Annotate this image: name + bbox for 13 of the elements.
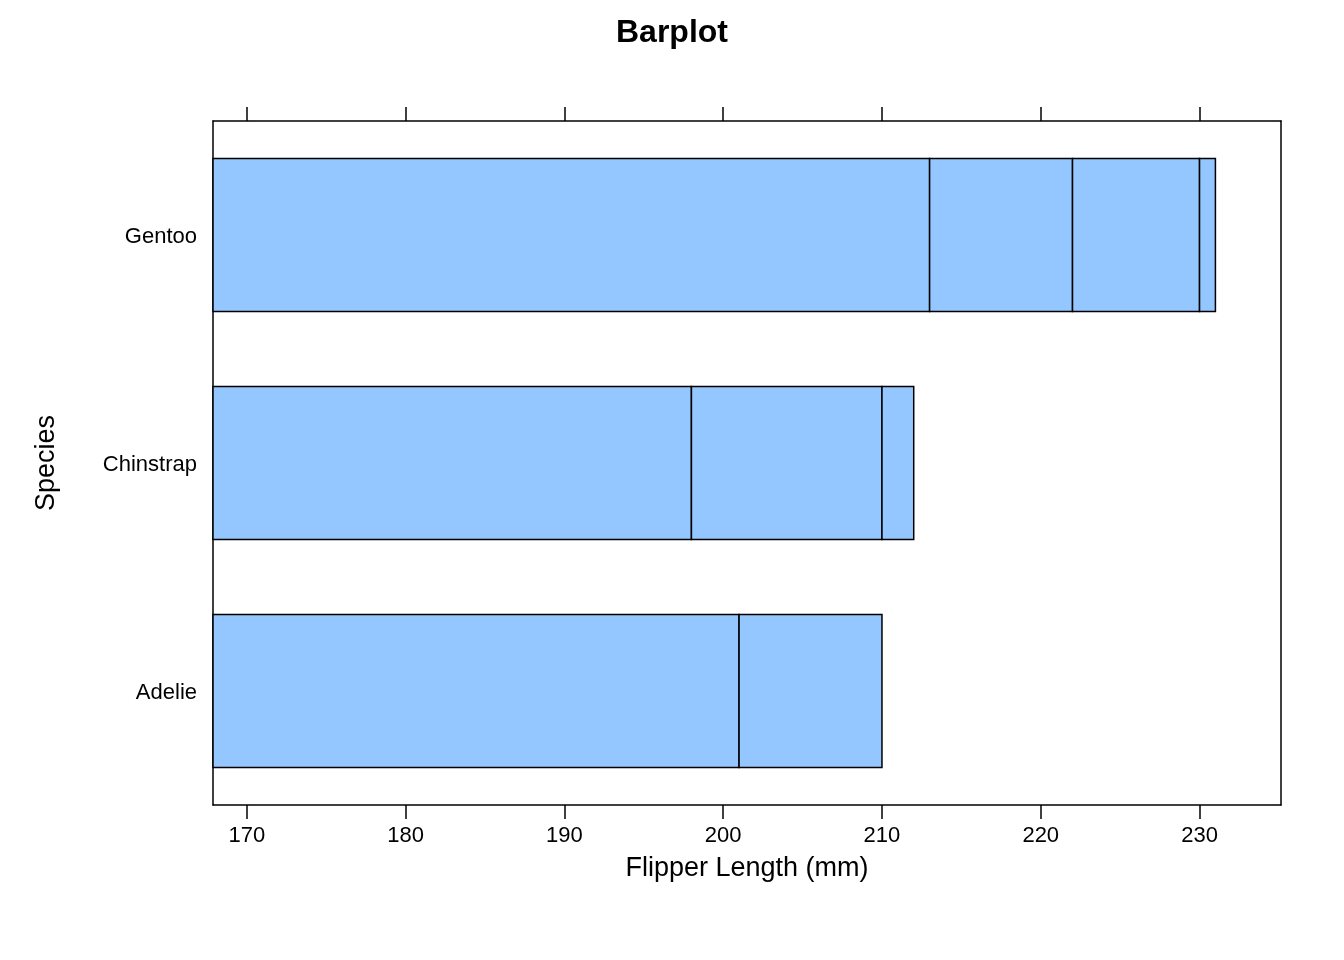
y-tick-label: Adelie (135, 678, 197, 704)
x-tick-label: 230 (1181, 821, 1218, 847)
y-axis-title: Species (29, 414, 60, 512)
x-tick-label: 220 (1022, 821, 1060, 847)
chart-title: Barplot (616, 13, 729, 49)
x-tick-label: 190 (546, 821, 583, 847)
x-tick-label: 170 (228, 821, 266, 847)
x-tick-label: 180 (387, 821, 424, 847)
x-axis-title: Flipper Length (mm) (625, 851, 869, 882)
x-tick-label: 200 (704, 821, 742, 847)
y-tick-label: Chinstrap (102, 450, 197, 476)
x-tick-label: 210 (863, 821, 901, 847)
y-tick-label: Gentoo (124, 222, 197, 248)
